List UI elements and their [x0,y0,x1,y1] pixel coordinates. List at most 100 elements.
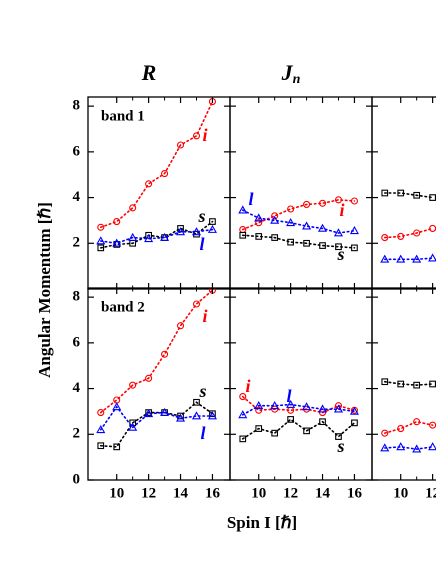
marker [381,189,389,197]
series-label: l [200,423,205,443]
y-tick-label: 0 [73,471,81,487]
marker [207,224,217,233]
series-line [241,403,356,416]
marker [144,233,154,243]
marker [145,180,153,188]
marker [209,218,216,225]
marker [317,404,328,413]
marker [351,419,358,427]
y-tick-label: 2 [73,235,81,251]
panel-frame [371,287,436,481]
marker [255,406,263,414]
marker [97,442,105,450]
plot-area [238,196,359,252]
series-line [99,228,214,245]
marker [97,223,105,231]
marker [397,425,405,433]
y-tick-label: 4 [73,189,81,205]
marker [97,409,105,417]
marker [319,418,326,426]
x-tick-label: 12 [425,485,436,501]
marker [270,215,280,224]
x-tick-label: 14 [173,485,189,501]
marker [349,406,359,415]
marker [271,234,279,241]
marker [351,244,358,252]
series-label: s [336,436,344,456]
marker [287,416,294,423]
y-tick-label: 4 [73,380,81,396]
panel-title-main: R [141,60,157,85]
marker [161,350,169,358]
marker [333,228,344,237]
marker [271,212,279,220]
marker [255,425,263,432]
marker [380,443,390,452]
marker [176,141,185,149]
marker [286,399,296,408]
marker [303,239,310,247]
series-line [99,401,214,448]
marker [255,219,263,227]
x-tick-label: 14 [315,485,331,501]
panel-title: Jn [281,60,301,87]
plot-area [380,189,436,263]
marker [381,378,389,386]
marker [413,191,421,199]
marker [350,197,358,205]
marker [335,243,342,251]
marker [239,435,247,443]
marker [302,221,312,230]
marker [96,236,106,245]
x-tick-label: 10 [251,485,266,501]
marker [318,199,327,207]
series-line [383,227,434,239]
series-label: l [199,234,204,254]
marker [144,408,154,418]
marker [113,396,121,404]
plot-area [380,378,436,453]
series-label: i [245,376,250,396]
marker [286,217,296,227]
marker [129,204,137,212]
y-tick-label: 8 [73,98,81,114]
marker [287,238,294,246]
plot-area [238,393,359,443]
series-line [383,380,434,386]
marker [113,443,121,451]
x-tick-label: 12 [283,485,298,501]
panel-frame [371,96,436,290]
y-tick-label: 8 [73,289,81,305]
marker [381,234,389,242]
marker [128,232,138,241]
series-line [99,289,214,414]
marker [397,189,405,197]
series-label: s [197,206,205,226]
marker [161,170,169,178]
marker [191,411,202,420]
series-label: i [202,125,207,145]
marker [396,442,406,451]
marker [129,419,137,427]
series-line [383,257,434,261]
marker [303,200,311,208]
marker [380,254,390,263]
marker [192,300,201,308]
panel-frame [87,96,231,290]
marker [429,380,436,388]
marker [413,418,421,426]
panel-title-main: J [281,60,294,85]
series-label: l [286,386,291,406]
marker [193,398,200,406]
marker [271,405,279,413]
panel-frame [229,287,373,481]
marker [334,196,343,204]
marker [429,194,436,201]
marker [97,244,105,252]
marker [319,242,326,249]
marker [254,213,264,222]
marker [271,429,279,437]
series-label: s [198,381,206,401]
marker [191,227,202,236]
